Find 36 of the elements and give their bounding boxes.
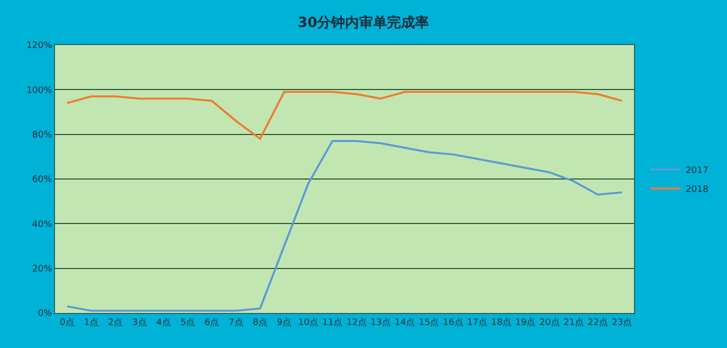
line-series xyxy=(66,90,623,140)
y-tick-label: 100% xyxy=(26,86,53,96)
legend-label: 2017 xyxy=(686,166,708,176)
x-tick-label: 8点 xyxy=(252,316,268,328)
x-tick-label: 1点 xyxy=(84,316,99,328)
y-tick-label: 20% xyxy=(32,264,53,274)
line-series xyxy=(66,140,623,312)
x-tick-label: 7点 xyxy=(228,316,244,328)
x-tick-label: 12点 xyxy=(346,316,367,328)
x-tick-label: 6点 xyxy=(204,316,220,328)
x-tick-label: 11点 xyxy=(322,316,343,328)
y-tick-label: 0% xyxy=(38,309,53,320)
y-tick-label: 60% xyxy=(32,175,53,186)
x-tick-label: 10点 xyxy=(298,316,319,328)
x-tick-label: 22点 xyxy=(588,316,608,328)
x-tick-label: 0点 xyxy=(60,316,74,328)
y-tick-label: 40% xyxy=(32,220,53,230)
x-tick-label: 23点 xyxy=(612,316,632,328)
y-tick-label: 80% xyxy=(32,130,53,140)
x-tick-label: 15点 xyxy=(418,316,440,328)
x-tick-label: 21点 xyxy=(563,316,584,328)
x-tick-label: 17点 xyxy=(466,316,488,328)
x-tick-label: 3点 xyxy=(132,316,147,328)
x-tick-label: 2点 xyxy=(108,316,123,328)
legend-label: 2018 xyxy=(686,185,709,196)
chart-title: 30分钟内审单完成率 xyxy=(298,14,430,32)
x-tick-label: 13点 xyxy=(370,316,391,328)
x-tick-label: 16点 xyxy=(442,316,464,328)
x-tick-label: 14点 xyxy=(394,316,416,328)
x-tick-label: 9点 xyxy=(276,316,292,328)
x-tick-label: 4点 xyxy=(156,316,171,328)
y-tick-label: 120% xyxy=(26,41,53,52)
x-tick-label: 5点 xyxy=(180,316,196,328)
x-tick-label: 18点 xyxy=(491,316,512,328)
x-tick-label: 20点 xyxy=(539,316,560,328)
x-tick-label: 19点 xyxy=(515,316,536,328)
